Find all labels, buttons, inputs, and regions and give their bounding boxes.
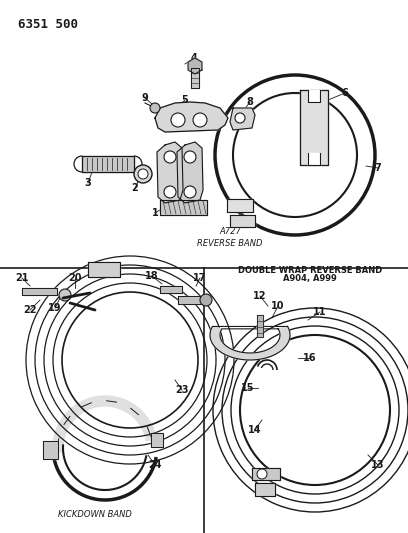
Circle shape [200, 294, 212, 306]
Polygon shape [160, 200, 207, 215]
Polygon shape [160, 286, 182, 293]
Text: 5: 5 [182, 95, 188, 105]
Circle shape [235, 113, 245, 123]
Text: 10: 10 [271, 301, 285, 311]
Polygon shape [227, 199, 253, 212]
Text: DOUBLE WRAP REVERSE BAND: DOUBLE WRAP REVERSE BAND [238, 266, 382, 275]
Text: 3: 3 [84, 178, 91, 188]
Polygon shape [22, 288, 57, 295]
Text: 23: 23 [175, 385, 189, 395]
Circle shape [257, 469, 267, 479]
Circle shape [150, 103, 160, 113]
Polygon shape [230, 215, 255, 227]
Polygon shape [53, 396, 156, 453]
Polygon shape [82, 156, 134, 172]
Text: 7: 7 [375, 163, 381, 173]
Polygon shape [43, 441, 58, 459]
Text: 4: 4 [191, 53, 197, 63]
Text: A727
REVERSE BAND: A727 REVERSE BAND [197, 227, 263, 248]
Text: 17: 17 [193, 273, 207, 283]
Text: 21: 21 [15, 273, 29, 283]
Text: 6351 500: 6351 500 [18, 18, 78, 31]
Polygon shape [255, 483, 275, 496]
Text: 9: 9 [142, 93, 149, 103]
Text: 8: 8 [246, 97, 253, 107]
Text: 2: 2 [132, 183, 138, 193]
Text: 22: 22 [23, 305, 37, 315]
Circle shape [138, 169, 148, 179]
Polygon shape [191, 68, 199, 88]
Polygon shape [177, 142, 203, 203]
Polygon shape [178, 296, 206, 304]
Circle shape [164, 186, 176, 198]
Circle shape [59, 289, 71, 301]
Polygon shape [308, 153, 320, 165]
Polygon shape [155, 102, 228, 132]
Circle shape [184, 186, 196, 198]
Text: 13: 13 [371, 460, 385, 470]
Text: A904, A999: A904, A999 [283, 274, 337, 283]
Circle shape [184, 151, 196, 163]
Text: 1: 1 [152, 208, 158, 218]
Text: 20: 20 [68, 273, 82, 283]
Circle shape [134, 165, 152, 183]
Polygon shape [157, 142, 183, 203]
Text: 16: 16 [303, 353, 317, 363]
Polygon shape [252, 468, 280, 480]
Text: 14: 14 [248, 425, 262, 435]
Circle shape [171, 113, 185, 127]
Polygon shape [230, 108, 255, 130]
Polygon shape [300, 90, 328, 165]
Text: 12: 12 [253, 291, 267, 301]
Polygon shape [257, 315, 263, 337]
Text: 19: 19 [48, 303, 62, 313]
Circle shape [164, 151, 176, 163]
Text: 18: 18 [145, 271, 159, 281]
Polygon shape [151, 433, 163, 447]
Text: 15: 15 [241, 383, 255, 393]
Circle shape [193, 113, 207, 127]
Polygon shape [188, 58, 202, 74]
Polygon shape [308, 90, 320, 102]
Polygon shape [210, 326, 290, 360]
Polygon shape [88, 262, 120, 277]
Text: 11: 11 [313, 307, 327, 317]
Text: 24: 24 [148, 460, 162, 470]
Text: KICKDOWN BAND: KICKDOWN BAND [58, 510, 132, 519]
Text: 6: 6 [341, 88, 348, 98]
